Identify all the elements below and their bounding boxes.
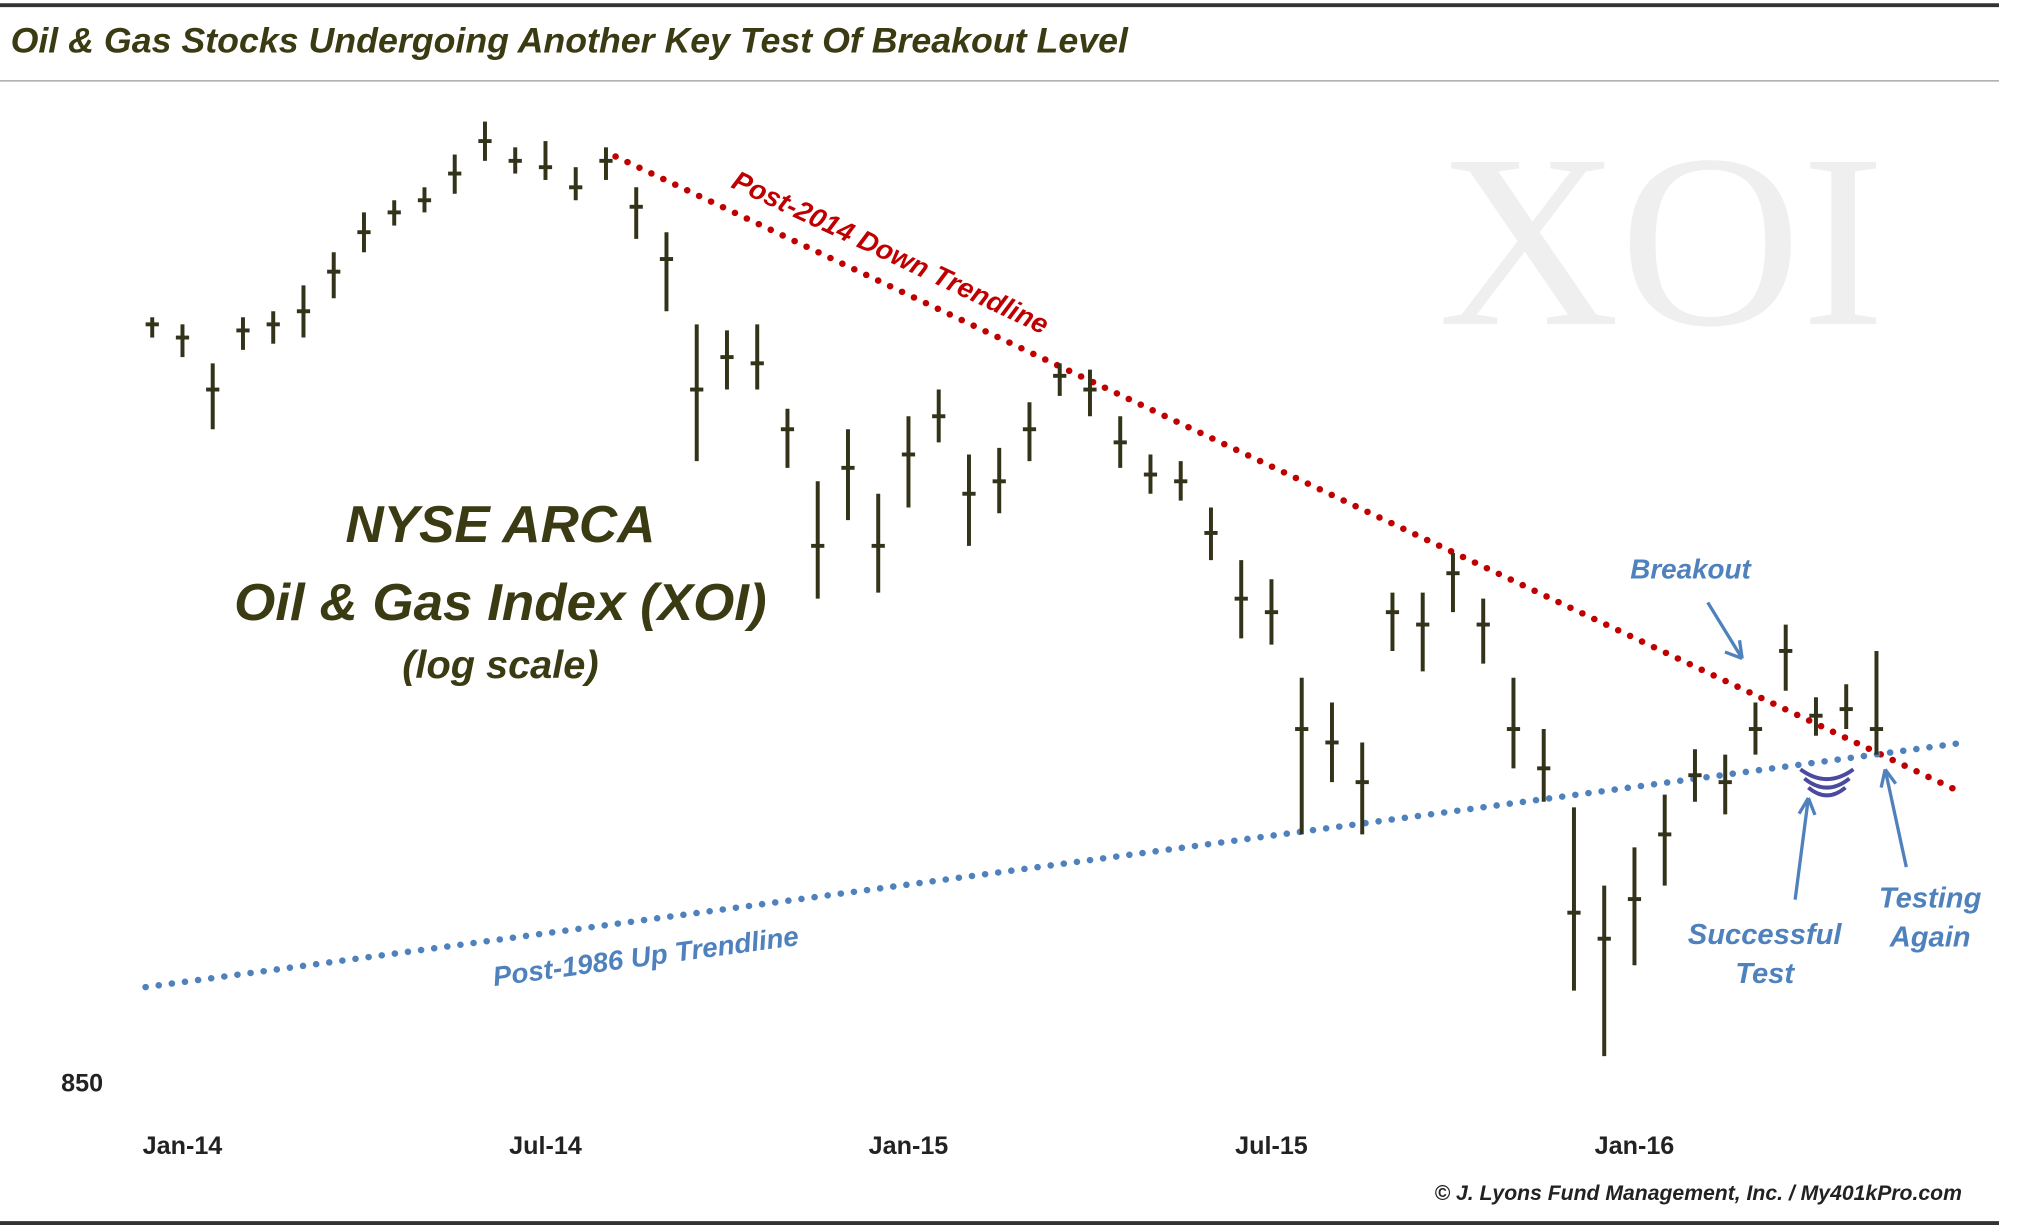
source: © J. Lyons Fund Management, Inc. / My401…: [1434, 1182, 1961, 1205]
annotation: Testing: [1879, 882, 1982, 914]
chart-title: Oil & Gas Stocks Undergoing Another Key …: [11, 21, 1129, 61]
x-tick-label: Jan-14: [143, 1132, 223, 1160]
x-tick-label: Jul-14: [509, 1132, 582, 1160]
annotation: Post-1986 Up Trendline: [491, 920, 801, 992]
annotation: Test: [1735, 958, 1795, 990]
candles: [145, 121, 1884, 1057]
annotation: Successful: [1688, 919, 1843, 951]
watermark: XOI: [1438, 104, 1885, 378]
y-tick-label: 850: [61, 1070, 103, 1098]
x-tick-label: Jul-15: [1235, 1132, 1308, 1160]
test-marker: [1799, 767, 1855, 798]
x-tick-label: Jan-16: [1595, 1132, 1675, 1160]
arrow: [1793, 797, 1817, 900]
annotation: Post-2014 Down Trendline: [727, 165, 1053, 340]
x-tick-label: Jan-15: [869, 1132, 949, 1160]
annotation: (log scale): [402, 643, 598, 687]
annotation: NYSE ARCA: [345, 495, 655, 554]
arrow: [1879, 768, 1908, 868]
annotation: Breakout: [1630, 554, 1752, 585]
up-trendline: [142, 739, 1963, 991]
annotation: Again: [1889, 922, 1971, 954]
arrow: [1706, 601, 1744, 661]
annotation: Oil & Gas Index (XOI): [234, 573, 766, 632]
down-trendline: [612, 153, 1963, 795]
arrows: [1706, 601, 1908, 900]
